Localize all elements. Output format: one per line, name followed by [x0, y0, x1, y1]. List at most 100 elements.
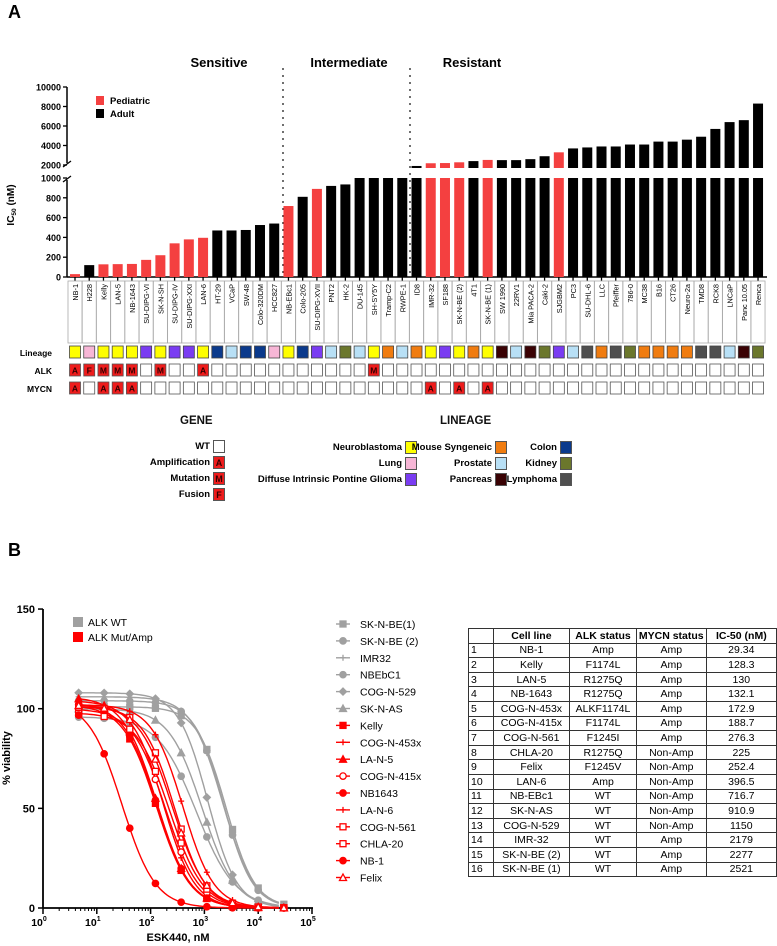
mycn-cell — [239, 381, 252, 395]
data-point — [202, 880, 212, 889]
lineage-cell — [353, 345, 366, 359]
category-label: Colo-205 — [299, 284, 308, 314]
table-cell: 11 — [468, 788, 494, 805]
mycn-cell — [211, 381, 224, 395]
data-point — [203, 833, 211, 841]
lineage-legend-label: Lung — [378, 458, 402, 469]
legend-marker-icon — [339, 772, 347, 780]
series-SK-N-AS — [74, 703, 289, 911]
lineage-cell — [111, 345, 124, 359]
mycn-cell — [609, 381, 622, 395]
mycn-cell — [538, 381, 551, 395]
table-cell: WT — [569, 861, 637, 878]
table-cell: NB-EBc1 — [492, 788, 571, 805]
series-CHLA-20 — [75, 709, 288, 912]
table-row: 7 COG-N-561 F1245I Amp 276.3 — [468, 730, 777, 746]
y-tick-label: 6000 — [41, 122, 61, 132]
bar-upper-RCK8 — [710, 128, 721, 168]
alk-cell — [225, 363, 238, 377]
y-tick-label: 50 — [23, 803, 35, 815]
table-cell: NB-1 — [492, 642, 571, 659]
y-tick-label: 1000 — [41, 174, 61, 184]
x-axis-title: ESK440, nM — [147, 932, 210, 944]
bar-RCK8 — [710, 178, 721, 277]
alk-code: M — [128, 366, 135, 376]
legend-marker-icon — [339, 789, 347, 797]
lineage-cell — [97, 345, 110, 359]
alk-cell — [126, 363, 138, 377]
table-cell: Amp — [635, 686, 707, 702]
series-LA-N-6 — [75, 701, 287, 911]
bar-22RV1 — [511, 178, 522, 277]
row-label-alk: ALK — [35, 366, 53, 376]
alk-cell — [552, 363, 565, 377]
data-point — [203, 902, 211, 911]
bar-HCC827 — [269, 223, 280, 277]
lineage-cell — [524, 345, 537, 359]
legend-marker-icon — [338, 872, 348, 882]
data-point — [177, 898, 186, 907]
mycn-cell — [396, 381, 409, 395]
mycn-cell — [311, 381, 323, 395]
category-label: RCK8 — [711, 284, 720, 303]
mycn-cell — [382, 381, 394, 395]
table-row: 11 NB-EBc1 WT Non-Amp 716.7 — [468, 788, 777, 805]
bar-upper-SF188 — [439, 163, 450, 168]
alk-cell — [211, 363, 224, 377]
data-point — [99, 703, 109, 712]
mycn-code: A — [72, 384, 78, 394]
data-point — [74, 711, 83, 719]
table-cell: IMR-32 — [492, 832, 571, 848]
gene-legend-item: Fusion F — [179, 488, 225, 501]
table-cell: 130 — [705, 671, 777, 688]
bar-SK-N-BE (1) — [482, 178, 493, 277]
lineage-cell — [609, 345, 622, 359]
bar-ID8 — [411, 178, 422, 277]
table-cell: 29.34 — [705, 642, 777, 659]
legend-marker-icon — [338, 703, 348, 713]
table-cell: 15 — [468, 846, 494, 863]
bar-TMD8 — [696, 178, 707, 277]
bar-SH-SY5Y — [368, 178, 379, 277]
row-label-mycn: MYCN — [27, 384, 52, 394]
series-legend-label: COG-N-561 — [360, 822, 416, 834]
table-cell: 1150 — [705, 817, 777, 834]
mycn-cell — [296, 381, 309, 395]
bar-upper-LLC — [596, 146, 607, 168]
alk-cell — [567, 363, 579, 377]
table-row: 1 NB-1 Amp Amp 29.34 — [468, 642, 777, 659]
data-point — [227, 897, 238, 907]
alk-cell — [182, 363, 195, 377]
bar-PC3 — [568, 178, 579, 277]
column-header: MYCN status — [635, 628, 707, 644]
series-legend-label: SK-N-BE(1) — [360, 619, 415, 631]
bar-NB-EBc1 — [283, 206, 294, 277]
lineage-legend-label: Colon — [530, 442, 557, 453]
mycn-cell — [737, 381, 750, 395]
lineage-legend-swatch — [495, 457, 507, 470]
table-row: 8 CHLA-20 R1275Q Non-Amp 225 — [468, 744, 777, 761]
lineage-cell — [296, 345, 309, 359]
series-legend-label: COG-N-529 — [360, 687, 416, 699]
series-legend-label: SK-N-BE (2) — [360, 636, 418, 648]
table-cell: Amp — [635, 642, 707, 659]
bar-upper-CT26 — [667, 141, 678, 168]
mycn-cell — [723, 381, 736, 395]
mycn-cell — [140, 381, 153, 395]
category-label: SU-DIPG-VI — [142, 284, 151, 324]
table-cell: R1275Q — [569, 671, 637, 688]
alk-cell — [168, 363, 181, 377]
data-point — [125, 732, 134, 740]
table-cell: 128.3 — [705, 657, 777, 673]
alk-cell — [268, 363, 281, 377]
gene-legend-title: GENE — [180, 415, 213, 427]
mycn-cell — [453, 381, 466, 395]
lineage-legend-title: LINEAGE — [440, 415, 492, 427]
mycn-cell — [481, 381, 494, 395]
alk-cell — [666, 363, 679, 377]
lineage-cell — [197, 345, 209, 359]
lineage-cell — [567, 345, 579, 359]
data-point — [150, 754, 161, 763]
bar-upper-SJGBM2 — [553, 152, 564, 168]
bar-PNT2 — [326, 185, 337, 277]
